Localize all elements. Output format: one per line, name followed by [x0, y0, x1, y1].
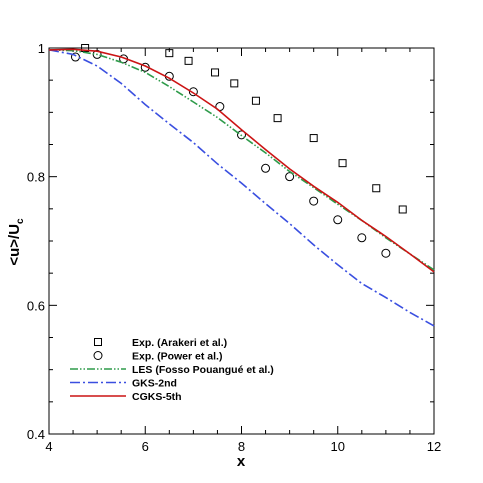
data-point: [309, 196, 319, 206]
data-point: [184, 56, 193, 65]
data-point: [188, 87, 198, 97]
y-axis-label-subscript: c: [15, 218, 26, 224]
legend-entry-label: CGKS-5th: [132, 391, 182, 403]
y-axis-label: <u>/Uc: [6, 218, 26, 266]
legend-marker: [94, 338, 102, 346]
series-line: [48, 48, 435, 273]
x-tick-label: 6: [142, 439, 149, 454]
y-tick-label: 0.4: [27, 427, 45, 442]
data-point: [261, 163, 271, 173]
series-layer: [48, 44, 435, 327]
data-point: [230, 79, 239, 88]
data-point: [211, 68, 220, 77]
data-point: [165, 49, 174, 58]
series-group: [81, 44, 407, 214]
y-axis-ticks: 0.4 0.6 0.8 1: [27, 41, 434, 442]
legend-marker: [93, 351, 103, 360]
legend-entry-label: GKS-2nd: [132, 378, 177, 390]
legend-entry-label: Exp. (Power et al.): [132, 351, 222, 363]
data-point: [357, 233, 367, 243]
data-point: [285, 172, 295, 182]
x-tick-label: 10: [331, 439, 345, 454]
data-point: [237, 130, 246, 140]
x-axis-ticks: 4 6 8 10 12: [45, 48, 441, 454]
x-axis-label: x: [237, 453, 246, 470]
y-tick-label: 0.8: [27, 170, 45, 185]
x-tick-label: 4: [45, 439, 52, 454]
plot-frame: [48, 47, 435, 435]
legend-entry-label: Exp. (Arakeri et al.): [132, 337, 227, 349]
plot-area: [48, 47, 435, 435]
y-tick-label: 1: [38, 41, 45, 56]
series-group: [48, 48, 435, 273]
data-point: [273, 114, 282, 123]
y-tick-label: 0.6: [27, 298, 45, 313]
data-point: [372, 184, 381, 193]
data-point: [309, 134, 318, 143]
y-axis-label-main: <u>/U: [6, 224, 23, 266]
series-group: [48, 49, 435, 327]
data-point: [251, 96, 260, 105]
data-point: [398, 205, 407, 214]
legend-entry-label: LES (Fosso Pouangué et al.): [132, 364, 274, 376]
series-line: [48, 49, 435, 271]
x-tick-label: 8: [238, 439, 245, 454]
data-point: [381, 248, 391, 258]
data-point: [338, 159, 347, 168]
data-point: [81, 44, 90, 52]
legend: Exp. (Arakeri et al.) Exp. (Power et al.)…: [70, 337, 274, 403]
series-line: [48, 49, 435, 327]
x-tick-label: 12: [427, 439, 441, 454]
data-point: [333, 215, 343, 225]
series-group: [48, 49, 435, 271]
